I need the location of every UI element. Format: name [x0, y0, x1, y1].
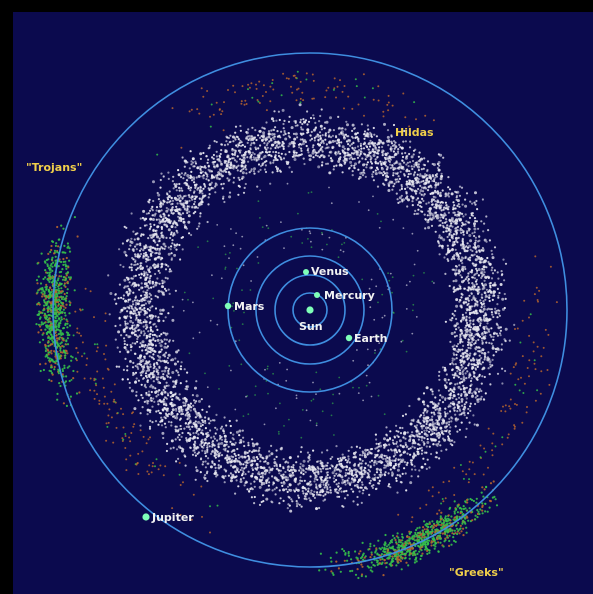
solar-system-diagram: Sun Mercury Venus Earth Mars Jupiter "Tr…	[13, 12, 593, 594]
hildas-label: Hildas	[395, 126, 434, 139]
sun-label: Sun	[299, 320, 323, 333]
sun-marker	[306, 306, 314, 314]
mercury-orbit	[292, 292, 328, 328]
jupiter-label: Jupiter	[151, 511, 194, 524]
space-background	[13, 12, 593, 594]
mercury-marker	[314, 292, 320, 298]
main-asteroid-belt	[107, 103, 516, 513]
mercury-label: Mercury	[324, 289, 375, 302]
hilda-asteroid-group	[63, 70, 558, 534]
earth-label: Earth	[354, 332, 387, 345]
planets	[142, 269, 353, 521]
mars-label: Mars	[234, 300, 265, 313]
venus-marker	[303, 269, 309, 275]
trojan-asteroid-cloud	[35, 216, 81, 407]
venus-orbit	[274, 274, 346, 346]
orbits	[52, 52, 568, 568]
diagram-canvas: Sun Mercury Venus Earth Mars Jupiter "Tr…	[13, 12, 593, 594]
greeks-label: "Greeks"	[449, 566, 504, 579]
earth-marker	[345, 334, 353, 342]
greek-asteroid-cloud	[318, 480, 499, 580]
mars-orbit	[227, 227, 393, 393]
earth-orbit	[255, 255, 365, 365]
labels: Sun Mercury Venus Earth Mars Jupiter "Tr…	[26, 126, 504, 579]
trojans-label: "Trojans"	[26, 161, 82, 174]
venus-label: Venus	[311, 265, 349, 278]
mars-marker	[224, 302, 232, 310]
jupiter-orbit	[52, 52, 568, 568]
jupiter-marker	[142, 513, 150, 521]
